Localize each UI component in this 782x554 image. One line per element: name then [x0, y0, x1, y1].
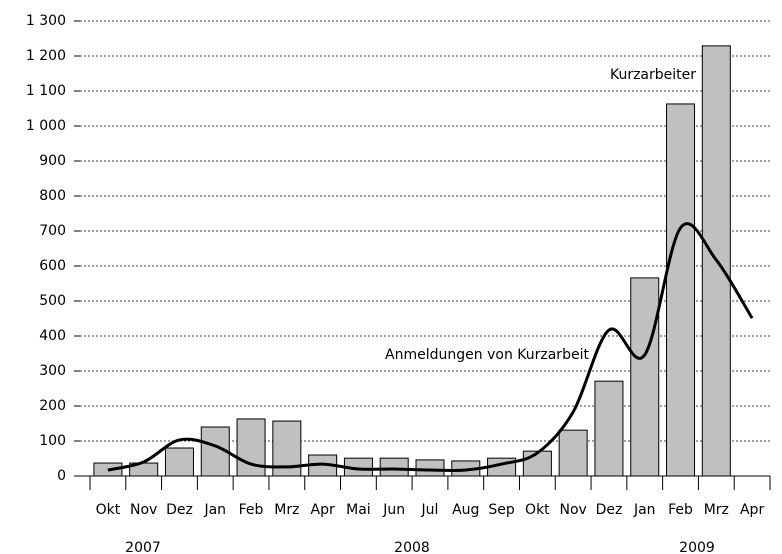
year-label: 2007 [125, 540, 161, 554]
bar [379, 457, 409, 477]
y-tick-label: 900 [39, 153, 66, 169]
bar [522, 450, 552, 477]
x-tick-label: Nov [130, 502, 157, 518]
x-tick-label: Aug [452, 502, 479, 518]
y-tick-label: 300 [39, 363, 66, 379]
x-tick-label: Feb [668, 502, 693, 518]
line [107, 222, 754, 473]
bar [666, 103, 696, 477]
y-tick-label: 1 200 [26, 48, 66, 64]
y-tick-label: 600 [39, 258, 66, 274]
x-tick-label: Jan [633, 502, 656, 518]
x-tick-label: Mrz [704, 502, 729, 518]
y-tick-label: 100 [39, 433, 66, 449]
y-tick-label: 200 [39, 398, 66, 414]
x-tick-label: Jan [203, 502, 226, 518]
y-tick-label: 0 [57, 468, 66, 484]
x-tick-label: Mrz [274, 502, 299, 518]
x-tick-label: Apr [311, 502, 335, 518]
y-tick-label: 500 [39, 293, 66, 309]
bar [164, 447, 194, 477]
bar [594, 380, 624, 477]
x-tick-label: Nov [559, 502, 586, 518]
x-tick-label: Apr [740, 502, 764, 518]
x-tick-label: Okt [96, 502, 121, 518]
bar [558, 429, 588, 477]
y-tick-label: 400 [39, 328, 66, 344]
y-tick-label: 1 300 [26, 13, 66, 29]
annotation: Kurzarbeiter [610, 67, 696, 83]
x-tick-label: Sep [488, 502, 515, 518]
year-label: 2009 [679, 540, 715, 554]
annotation: Anmeldungen von Kurzarbeit [385, 347, 589, 363]
year-label: 2008 [394, 540, 430, 554]
y-tick-label: 1 100 [26, 83, 66, 99]
x-tick-label: Mai [346, 502, 371, 518]
y-tick-label: 700 [39, 223, 66, 239]
x-tick-label: Jun [382, 502, 405, 518]
x-tick-label: Jul [421, 502, 439, 518]
x-tick-label: Dez [596, 502, 623, 518]
x-tick-label: Feb [239, 502, 264, 518]
bar [630, 277, 660, 477]
bar [415, 459, 445, 477]
x-tick-label: Okt [525, 502, 550, 518]
y-tick-label: 1 000 [26, 118, 66, 134]
x-tick-label: Dez [166, 502, 193, 518]
y-tick-label: 800 [39, 188, 66, 204]
